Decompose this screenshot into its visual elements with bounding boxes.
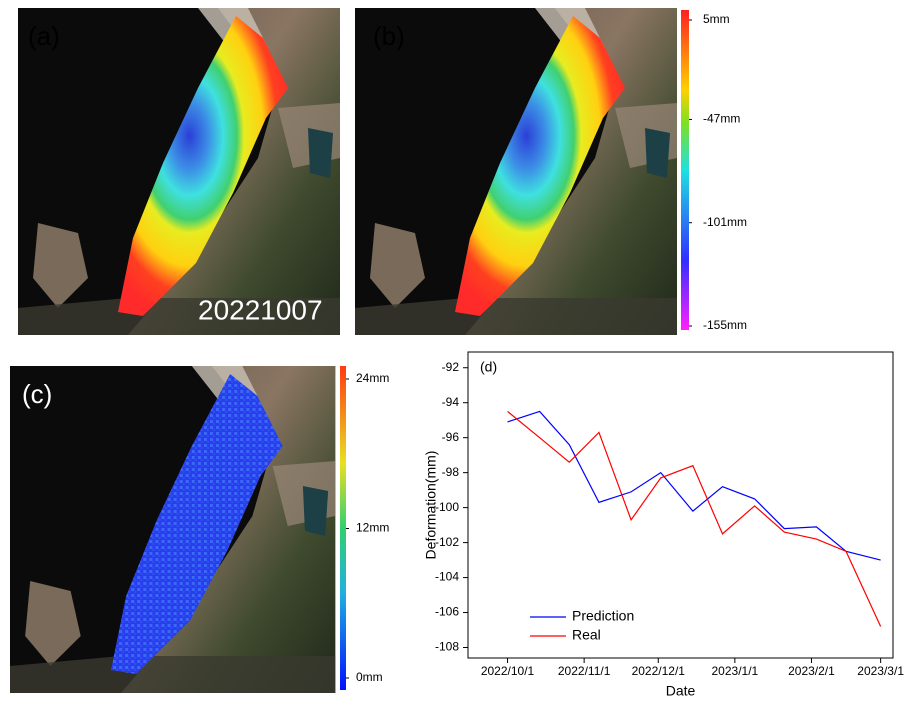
colorbar-label: 5mm xyxy=(703,12,730,26)
y-axis-label: Deformation(mm) xyxy=(423,451,439,560)
y-tick-label: -102 xyxy=(435,535,459,549)
panel-label: (c) xyxy=(22,379,52,409)
x-tick-label: 2023/2/1 xyxy=(788,664,835,678)
y-tick-label: -92 xyxy=(442,360,460,374)
colorbar xyxy=(340,366,346,690)
x-tick-label: 2022/11/1 xyxy=(558,664,611,678)
y-tick-label: -94 xyxy=(442,395,460,409)
y-tick-label: -108 xyxy=(435,640,459,654)
colorbar-label: -155mm xyxy=(703,318,747,332)
colorbar-label: 12mm xyxy=(356,521,389,535)
x-tick-label: 2023/1/1 xyxy=(712,664,759,678)
map-c xyxy=(10,366,336,693)
legend-label: Prediction xyxy=(572,608,634,624)
data-line xyxy=(507,410,881,561)
panel-label: (b) xyxy=(373,21,405,51)
panel-label: (d) xyxy=(480,359,497,375)
colorbar-label: -101mm xyxy=(703,215,747,229)
y-tick-label: -96 xyxy=(442,430,460,444)
panel-label: (a) xyxy=(28,21,60,51)
map-a xyxy=(18,8,340,335)
x-tick-label: 2023/3/1 xyxy=(857,664,904,678)
y-tick-label: -104 xyxy=(435,570,459,584)
y-tick-label: -100 xyxy=(435,500,459,514)
colorbar xyxy=(681,10,689,330)
y-tick-label: -106 xyxy=(435,605,459,619)
colorbar-label: 24mm xyxy=(356,371,389,385)
legend-label: Real xyxy=(572,627,601,643)
x-tick-label: 2022/12/1 xyxy=(632,664,686,678)
x-tick-label: 2022/10/1 xyxy=(481,664,535,678)
map-b xyxy=(355,8,677,335)
data-line xyxy=(507,410,882,627)
colorbar-label: -47mm xyxy=(703,112,740,126)
x-axis-label: Date xyxy=(666,683,696,699)
colorbar-label: 0mm xyxy=(356,670,383,684)
y-tick-label: -98 xyxy=(442,465,460,479)
date-label: 20221007 xyxy=(198,294,323,325)
plot-frame xyxy=(467,351,894,659)
